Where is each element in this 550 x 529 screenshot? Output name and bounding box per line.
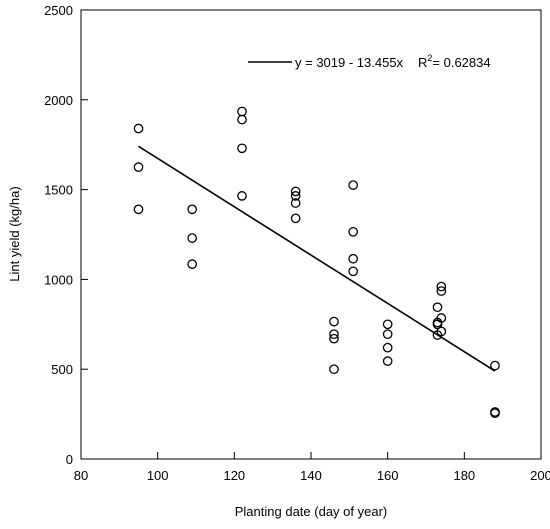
data-point: [133, 162, 144, 172]
data-point: [329, 329, 339, 340]
x-tick-label: 100: [147, 468, 169, 483]
data-point: [329, 316, 339, 327]
data-point: [432, 302, 443, 313]
data-point: [436, 313, 447, 323]
legend: y = 3019 - 13.455x R2= 0.62834: [248, 53, 491, 70]
data-point: [490, 360, 500, 371]
data-point: [237, 143, 247, 154]
regression-line: [138, 145, 496, 372]
data-point: [290, 191, 301, 201]
data-point: [329, 333, 339, 344]
data-point: [436, 286, 447, 296]
x-tick-label: 160: [377, 468, 399, 483]
data-point: [187, 233, 198, 243]
y-tick-label: 500: [51, 362, 73, 377]
legend-equation: y = 3019 - 13.455x: [295, 55, 404, 70]
y-tick-label: 2000: [44, 93, 73, 108]
data-point: [348, 266, 359, 277]
legend-r2-value: = 0.62834: [432, 55, 490, 70]
plot-frame: [80, 9, 542, 460]
data-points: [133, 106, 500, 419]
x-tick-label: 80: [74, 468, 88, 483]
data-point: [237, 114, 247, 125]
x-axis: 80 100 120 140 160 180 200: [74, 452, 550, 483]
data-point: [290, 198, 301, 208]
x-tick-label: 120: [223, 468, 245, 483]
x-tick-label: 200: [530, 468, 550, 483]
data-point: [237, 191, 247, 201]
data-point: [490, 408, 500, 419]
y-tick-label: 0: [66, 452, 73, 467]
x-tick-label: 140: [300, 468, 322, 483]
data-point: [382, 319, 393, 330]
data-point: [436, 326, 447, 337]
x-axis-title: Planting date (day of year): [235, 504, 387, 519]
y-tick-label: 2500: [44, 3, 73, 18]
legend-r2-sup: 2: [427, 53, 432, 63]
legend-r2-prefix: R: [418, 55, 427, 70]
y-axis: 0 500 1000 1500 2000 2500: [44, 3, 88, 467]
data-point: [290, 213, 301, 224]
data-point: [382, 329, 393, 340]
data-point: [348, 180, 359, 190]
data-point: [133, 123, 144, 134]
data-point: [348, 226, 359, 237]
y-axis-title: Lint yield (kg/ha): [7, 186, 22, 281]
data-point: [436, 281, 447, 292]
data-point: [237, 106, 247, 117]
data-point: [348, 253, 359, 264]
data-point: [329, 364, 339, 375]
y-tick-label: 1000: [44, 272, 73, 287]
y-tick-label: 1500: [44, 183, 73, 198]
data-point: [382, 342, 393, 353]
data-point: [133, 204, 144, 215]
data-point: [290, 186, 301, 197]
regression-line-group: [138, 145, 496, 372]
x-tick-label: 180: [453, 468, 475, 483]
data-point: [382, 356, 393, 366]
legend-r2: R2= 0.62834: [418, 53, 491, 70]
data-point: [187, 259, 198, 269]
data-point: [187, 204, 198, 215]
